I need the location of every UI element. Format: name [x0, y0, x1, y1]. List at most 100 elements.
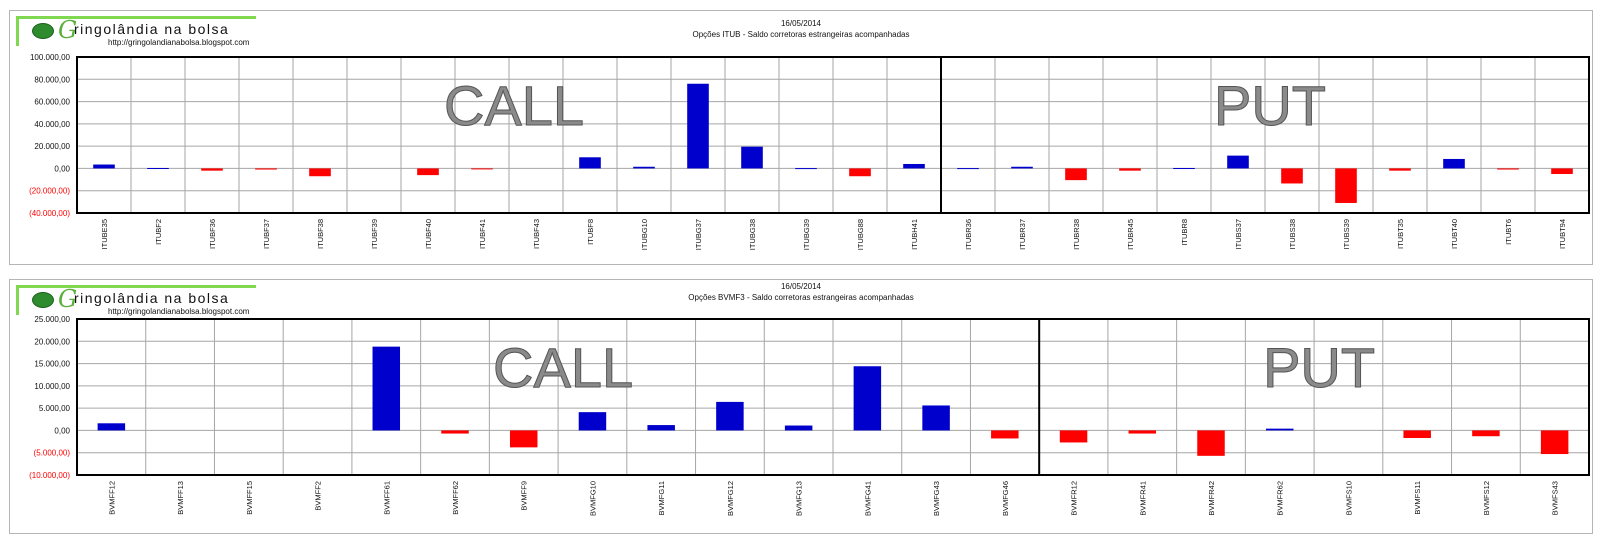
bar-ITUBS38	[1281, 168, 1303, 184]
logo-name: ringolândia na bolsa	[74, 21, 230, 37]
bar-ITUBF38	[309, 168, 331, 177]
x-tick-label: ITUBF43	[532, 219, 541, 249]
bar-BVMFS43	[1540, 430, 1569, 455]
x-tick-label: ITUBH41	[910, 219, 919, 250]
bar-ITUBG37	[687, 83, 709, 169]
x-tick-label: BVMFS10	[1344, 481, 1353, 515]
x-tick-label: ITUBF36	[208, 219, 217, 249]
x-tick-label: ITUBG37	[694, 219, 703, 250]
y-tick-label: 100.000,00	[30, 53, 71, 62]
bar-ITUBF41	[471, 168, 493, 170]
y-tick-label: (20.000,00)	[29, 187, 70, 196]
chart-date: 16/05/2014	[780, 19, 822, 28]
bar-BVMFG41	[853, 366, 882, 431]
x-tick-label: BVMFG11	[657, 481, 666, 515]
x-tick-label: BVMFF15	[245, 481, 254, 515]
x-tick-label: ITUBT35	[1396, 219, 1405, 249]
x-tick-label: BVMFS12	[1482, 481, 1491, 515]
chart-date: 16/05/2014	[780, 282, 822, 291]
bar-BVMFR41	[1128, 430, 1157, 434]
bar-BVMFR42	[1197, 430, 1225, 456]
logo-url: http://gringolandianabolsa.blogspot.com	[108, 307, 250, 316]
bar-ITUBG10	[633, 166, 655, 169]
x-tick-label: BVMFG41	[863, 481, 872, 516]
logo-initial: G	[58, 16, 78, 44]
x-tick-label: BVMFS43	[1551, 481, 1560, 515]
x-tick-label: BVMFG12	[726, 481, 735, 516]
logo-name: ringolândia na bolsa	[74, 290, 230, 306]
bar-ITUBT94	[1551, 168, 1573, 174]
put-section-label: PUT	[1263, 336, 1375, 399]
bar-BVMFG46	[991, 430, 1019, 439]
y-tick-label: 25.000,00	[34, 315, 70, 324]
put-section-label: PUT	[1214, 74, 1326, 137]
plot-frame	[76, 318, 1590, 476]
y-tick-label: 5.000,00	[39, 404, 71, 413]
bar-ITUBR37	[1011, 166, 1033, 169]
logo-frame	[16, 285, 256, 315]
y-tick-label: 20.000,00	[34, 142, 70, 151]
x-tick-label: ITUBR45	[1126, 219, 1135, 250]
x-tick-label: ITUBT94	[1558, 219, 1567, 249]
blog-logo: G ringolândia na bolsa http://gringoland…	[16, 16, 256, 48]
chart-title: Opções ITUB - Saldo corretoras estrangei…	[692, 30, 910, 39]
y-tick-label: (5.000,00)	[34, 449, 71, 458]
x-tick-label: ITUBE35	[100, 219, 109, 249]
bar-BVMFG11	[647, 425, 675, 431]
x-tick-label: BVMFG13	[795, 481, 804, 516]
bar-ITUBF8	[579, 157, 601, 169]
bar-ITUBT40	[1443, 158, 1465, 169]
globe-icon	[32, 23, 54, 39]
bar-BVMFR12	[1059, 430, 1088, 443]
y-tick-label: 15.000,00	[34, 360, 70, 369]
bar-ITUBF2	[147, 167, 169, 169]
x-tick-label: ITUBF41	[478, 219, 487, 249]
logo-url: http://gringolandianabolsa.blogspot.com	[108, 38, 250, 47]
x-tick-label: ITUBF37	[262, 219, 271, 249]
x-tick-label: BVMFS11	[1413, 481, 1422, 515]
x-tick-label: ITUBF2	[154, 219, 163, 245]
x-tick-label: BVMFG10	[588, 481, 597, 516]
bvmf-bar-chart: (10.000,00) (5.000,00) 0,00 5.000,00 10.000,…	[29, 315, 1590, 516]
globe-icon	[32, 292, 54, 308]
bar-ITUBF36	[201, 168, 223, 171]
bar-ITUBG88	[849, 168, 871, 177]
y-tick-label: 10.000,00	[34, 382, 70, 391]
x-tick-label: ITUBR36	[964, 219, 973, 250]
bar-BVMFS12	[1472, 430, 1500, 437]
x-tick-label: ITUBF8	[586, 219, 595, 245]
x-tick-label: ITUBR37	[1018, 219, 1027, 250]
x-tick-label: BVMFF9	[520, 481, 529, 511]
bar-BVMFG12	[716, 401, 744, 431]
x-tick-label: ITUBS38	[1288, 219, 1297, 249]
x-tick-label: ITUBG38	[748, 219, 757, 250]
bar-BVMFF61	[372, 346, 401, 431]
bar-ITUBS37	[1227, 155, 1249, 169]
x-tick-label: ITUBR8	[1180, 219, 1189, 246]
bar-ITUBR36	[957, 168, 979, 170]
bar-ITUBE35	[93, 164, 115, 169]
bar-ITUBG38	[741, 146, 763, 169]
x-tick-label: ITUBG39	[802, 219, 811, 250]
bar-ITUBR45	[1119, 168, 1141, 171]
bar-BVMFG10	[578, 412, 607, 431]
bar-BVMFS11	[1403, 430, 1431, 439]
itub-bar-chart: (40.000,00) (20.000,00) 0,00 20.000,00 40.00…	[29, 53, 1590, 250]
x-tick-label: ITUBR38	[1072, 219, 1081, 250]
x-tick-label: ITUBF39	[370, 219, 379, 249]
chart-title: Opções BVMF3 - Saldo corretoras estrange…	[688, 293, 914, 302]
call-section-label: CALL	[444, 74, 584, 137]
y-tick-label: 60.000,00	[34, 98, 70, 107]
x-tick-label: BVMFF2	[314, 481, 323, 511]
x-tick-label: ITUBG10	[640, 219, 649, 250]
x-tick-label: ITUBS39	[1342, 219, 1351, 249]
bar-BVMFF9	[509, 430, 538, 448]
bar-ITUBT6	[1497, 168, 1519, 170]
x-tick-label: ITUBT40	[1450, 219, 1459, 249]
y-tick-label: 0,00	[54, 164, 70, 173]
x-tick-label: ITUBT6	[1504, 219, 1513, 245]
x-tick-label: ITUBG88	[856, 219, 865, 250]
bar-BVMFF62	[441, 430, 469, 434]
x-tick-label: ITUBS37	[1234, 219, 1243, 249]
x-tick-label: BVMFG46	[1001, 481, 1010, 516]
